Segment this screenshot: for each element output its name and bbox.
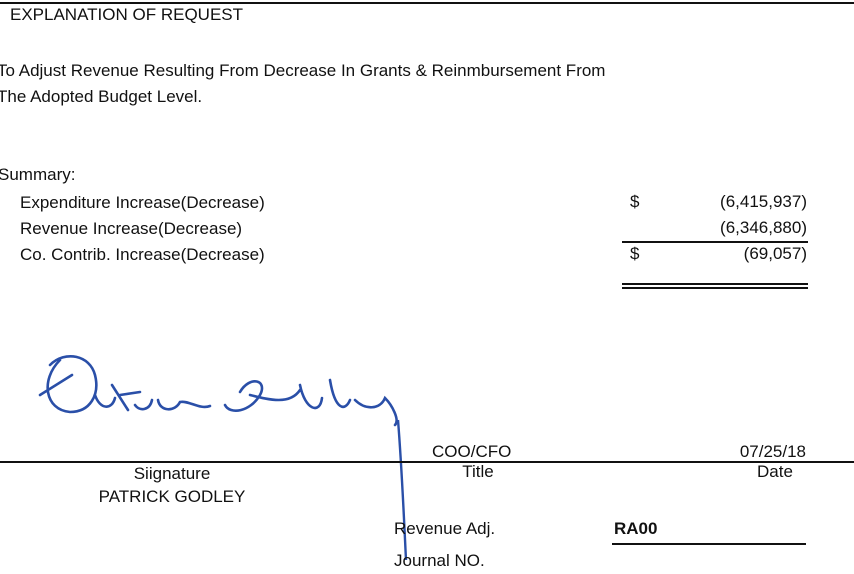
amount: (6,346,880) — [720, 218, 807, 237]
summary-label: Summary: — [0, 165, 76, 184]
rule — [612, 543, 806, 545]
journal-label: Revenue Adj. — [394, 519, 496, 538]
explanation-line: The Adopted Budget Level. — [0, 87, 203, 106]
signature-label: Siignature — [133, 464, 211, 483]
signature-stroke — [38, 355, 398, 427]
journal-number: RA00 — [614, 519, 658, 538]
currency: $ — [630, 244, 640, 263]
explanation-line: To Adjust Revenue Resulting From Decreas… — [0, 61, 606, 80]
signed-date: 07/25/18 — [739, 442, 806, 461]
summary-item-label: Revenue Increase(Decrease) — [20, 219, 243, 238]
signer-title: COO/CFO — [432, 442, 512, 461]
date-label: Date — [757, 462, 793, 481]
amount: (69,057) — [743, 244, 807, 263]
rule — [0, 461, 854, 463]
signer-name: PATRICK GODLEY — [98, 487, 246, 506]
section-title: EXPLANATION OF REQUEST — [10, 5, 244, 24]
journal-label: Journal NO. — [394, 551, 485, 570]
rule — [622, 283, 808, 285]
signature-stroke — [396, 419, 408, 561]
amount: (6,415,937) — [720, 192, 807, 211]
rule — [622, 241, 808, 243]
rule — [0, 2, 854, 4]
currency: $ — [630, 192, 640, 211]
summary-item-label: Co. Contrib. Increase(Decrease) — [20, 245, 265, 264]
rule — [622, 287, 808, 289]
title-label: Title — [462, 462, 494, 481]
summary-item-label: Expenditure Increase(Decrease) — [20, 193, 265, 212]
